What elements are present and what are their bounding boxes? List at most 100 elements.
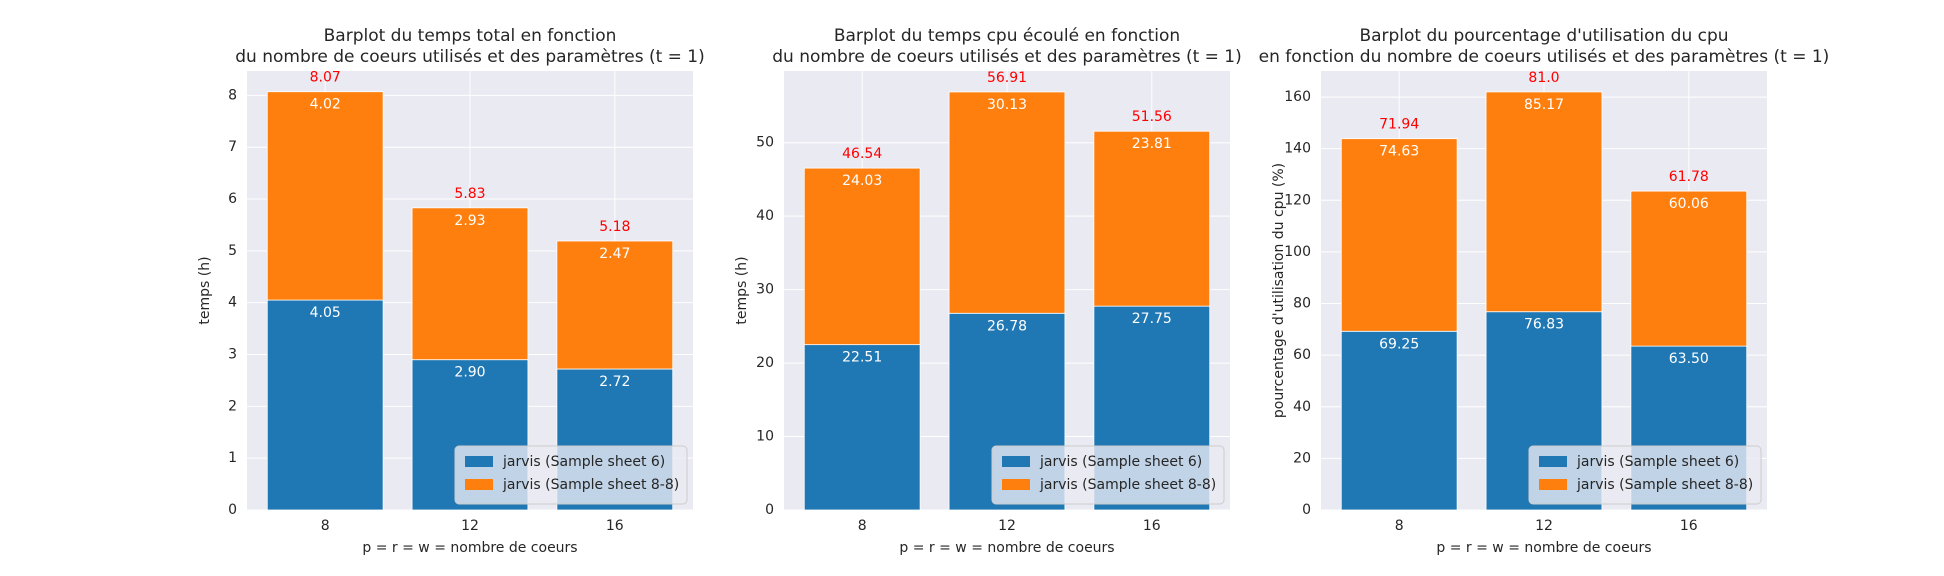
x-tick-label: 16: [1143, 518, 1161, 534]
total-label: 56.91: [987, 70, 1027, 86]
y-tick-label: 4: [228, 295, 237, 311]
legend-swatch: [465, 479, 493, 490]
x-tick-label: 12: [1535, 518, 1553, 534]
legend-label: jarvis (Sample sheet 8-8): [1039, 477, 1216, 493]
y-tick-label: 7: [228, 139, 237, 155]
x-axis-label: p = r = w = nombre de coeurs: [1436, 540, 1651, 556]
legend-label: jarvis (Sample sheet 8-8): [502, 477, 679, 493]
y-tick-label: 160: [1284, 89, 1311, 105]
y-tick-label: 140: [1284, 141, 1311, 157]
value-label: 27.75: [1132, 311, 1172, 327]
bar: [1340, 330, 1458, 511]
total-label: 5.83: [454, 186, 485, 202]
value-label: 76.83: [1524, 317, 1564, 333]
chart-title: du nombre de coeurs utilisés et des para…: [235, 47, 705, 67]
y-tick-label: 50: [756, 135, 774, 151]
x-tick-label: 16: [606, 518, 624, 534]
chart-title: en fonction du nombre de coeurs utilisés…: [1259, 47, 1830, 67]
total-label: 81.0: [1528, 70, 1559, 86]
bar: [1340, 138, 1458, 332]
x-tick-label: 12: [998, 518, 1016, 534]
total-label: 71.94: [1379, 117, 1419, 133]
x-tick-label: 16: [1680, 518, 1698, 534]
bar: [411, 207, 529, 361]
x-tick-label: 12: [461, 518, 479, 534]
bar: [803, 167, 921, 346]
legend-swatch: [1539, 479, 1567, 490]
bar: [1485, 91, 1603, 313]
legend-swatch: [465, 456, 493, 467]
legend-label: jarvis (Sample sheet 6): [1039, 454, 1202, 470]
value-label: 69.25: [1379, 336, 1419, 352]
x-axis-label: p = r = w = nombre de coeurs: [899, 540, 1114, 556]
bar: [1093, 130, 1211, 307]
value-label: 23.81: [1132, 136, 1172, 152]
value-label: 22.51: [842, 350, 882, 366]
x-tick-label: 8: [321, 518, 330, 534]
y-tick-label: 6: [228, 191, 237, 207]
value-label: 24.03: [842, 173, 882, 189]
y-tick-label: 120: [1284, 192, 1311, 208]
chart-title: Barplot du pourcentage d'utilisation du …: [1359, 26, 1728, 46]
legend-label: jarvis (Sample sheet 8-8): [1576, 477, 1753, 493]
y-tick-label: 1: [228, 450, 237, 466]
total-label: 46.54: [842, 146, 882, 162]
value-label: 74.63: [1379, 144, 1419, 160]
x-tick-label: 8: [1395, 518, 1404, 534]
y-tick-label: 8: [228, 87, 237, 103]
y-tick-label: 100: [1284, 244, 1311, 260]
value-label: 2.47: [599, 246, 630, 262]
y-tick-label: 20: [1293, 450, 1311, 466]
y-tick-label: 0: [765, 502, 774, 518]
value-label: 26.78: [987, 318, 1027, 334]
x-axis-label: p = r = w = nombre de coeurs: [362, 540, 577, 556]
legend-label: jarvis (Sample sheet 6): [1576, 454, 1739, 470]
legend-box: [1528, 445, 1762, 505]
bar: [266, 91, 384, 301]
y-tick-label: 3: [228, 347, 237, 363]
value-label: 85.17: [1524, 97, 1564, 113]
bar: [266, 299, 384, 511]
legend-box: [991, 445, 1225, 505]
total-label: 5.18: [599, 219, 630, 235]
chart-title: du nombre de coeurs utilisés et des para…: [772, 47, 1242, 67]
legend-swatch: [1539, 456, 1567, 467]
y-tick-label: 0: [1302, 502, 1311, 518]
value-label: 4.05: [310, 305, 341, 321]
y-tick-label: 60: [1293, 347, 1311, 363]
y-tick-label: 0: [228, 502, 237, 518]
chart-title: Barplot du temps total en fonction: [324, 26, 617, 46]
legend-swatch: [1002, 479, 1030, 490]
x-tick-label: 8: [858, 518, 867, 534]
bar: [1630, 190, 1748, 347]
y-axis-label: pourcentage d'utilisation du cpu (%): [1271, 163, 1287, 418]
value-label: 2.72: [599, 374, 630, 390]
value-label: 60.06: [1669, 196, 1709, 212]
total-label: 61.78: [1669, 169, 1709, 185]
value-label: 63.50: [1669, 351, 1709, 367]
bar: [948, 91, 1066, 314]
y-axis-label: temps (h): [734, 256, 750, 324]
y-tick-label: 2: [228, 398, 237, 414]
value-label: 2.93: [454, 213, 485, 229]
legend-box: [454, 445, 688, 505]
y-tick-label: 20: [756, 355, 774, 371]
value-label: 30.13: [987, 97, 1027, 113]
y-tick-label: 5: [228, 243, 237, 259]
bar: [556, 240, 674, 370]
value-label: 4.02: [310, 97, 341, 113]
y-tick-label: 30: [756, 282, 774, 298]
value-label: 2.90: [454, 365, 485, 381]
y-tick-label: 40: [756, 208, 774, 224]
total-label: 51.56: [1132, 109, 1172, 125]
y-tick-label: 80: [1293, 296, 1311, 312]
chart-title: Barplot du temps cpu écoulé en fonction: [834, 26, 1180, 46]
legend-swatch: [1002, 456, 1030, 467]
bar: [803, 344, 921, 511]
y-axis-label: temps (h): [197, 256, 213, 324]
y-tick-label: 40: [1293, 399, 1311, 415]
y-tick-label: 10: [756, 429, 774, 445]
total-label: 8.07: [310, 70, 341, 86]
